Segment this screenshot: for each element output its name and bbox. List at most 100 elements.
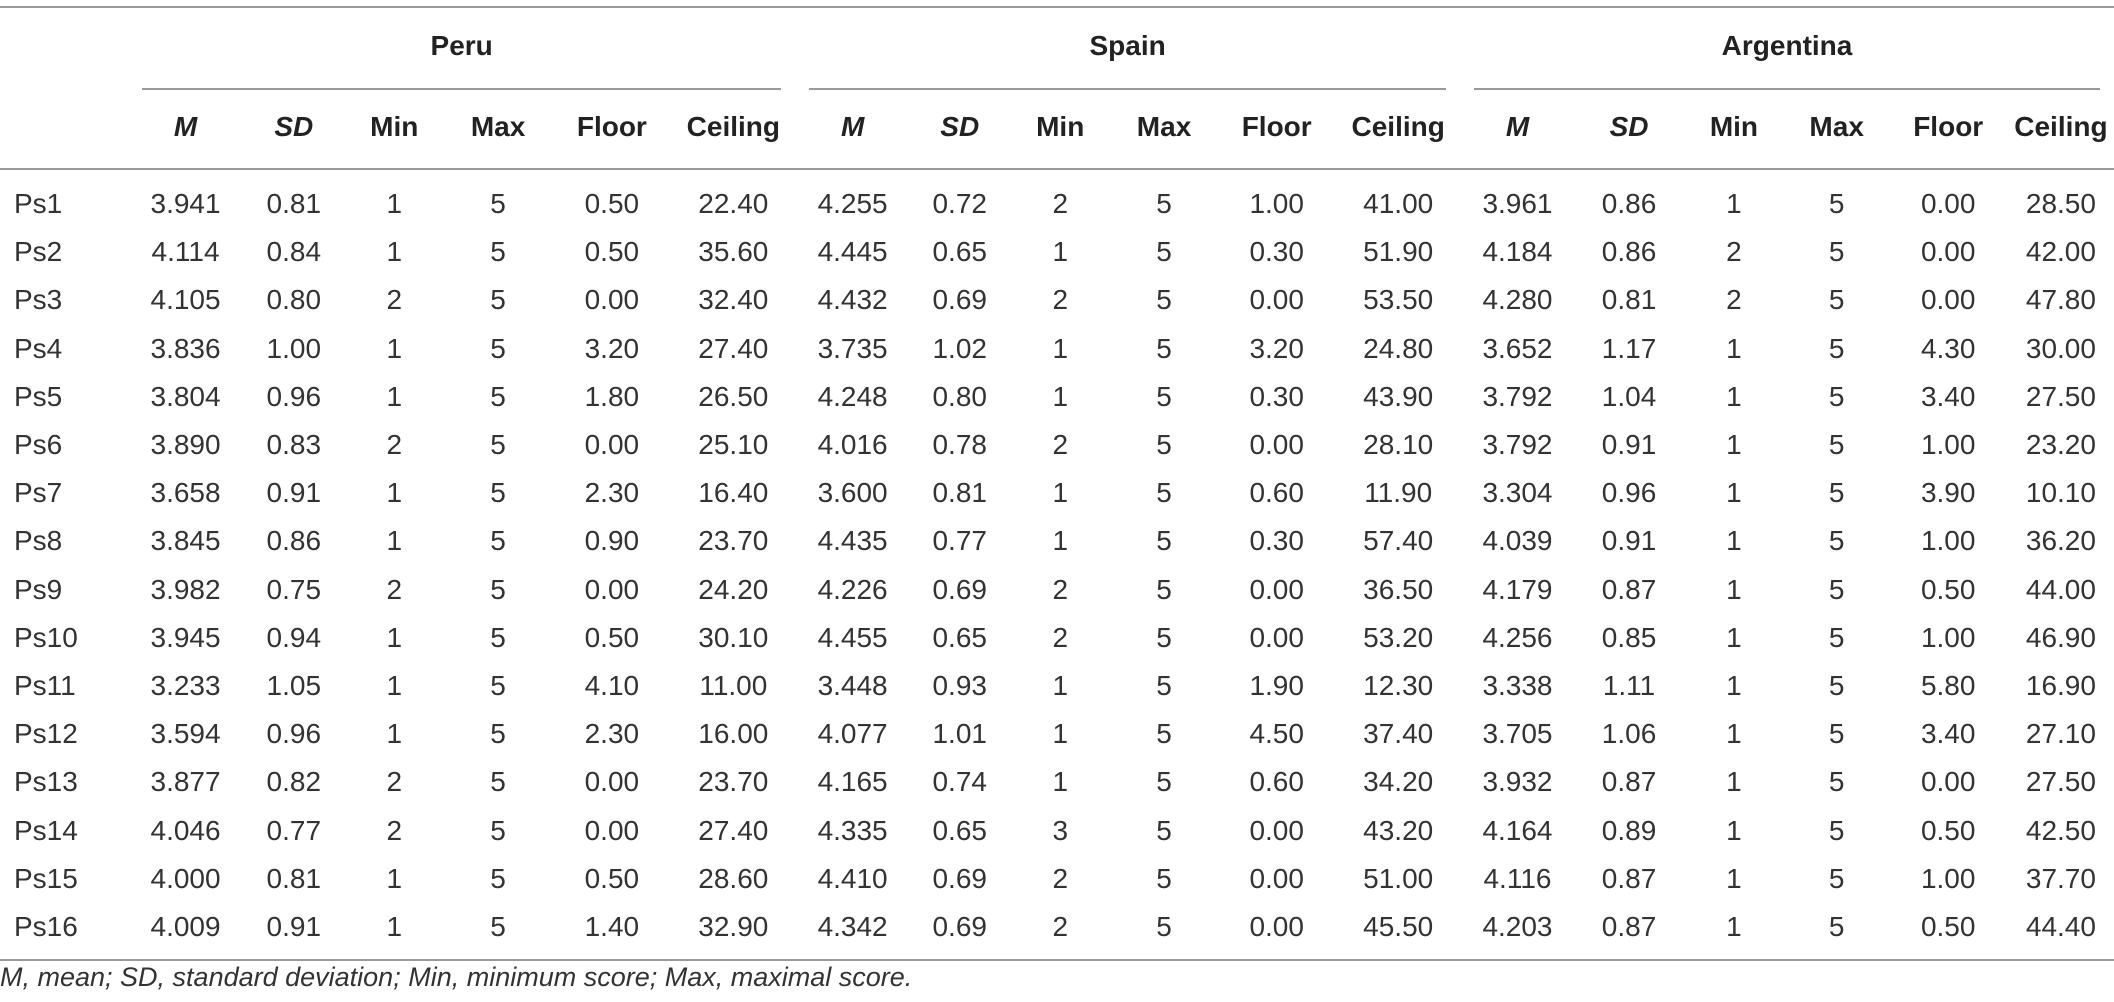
- table-cell: 4.50: [1249, 718, 1304, 750]
- table-cell: 1.00: [1920, 525, 1976, 557]
- table-cell: 0.50: [1920, 573, 1976, 605]
- table-cell: 27.10: [2025, 718, 2096, 750]
- table-cell: 0.00: [584, 814, 640, 846]
- group-header-argentina: Argentina: [1460, 6, 2114, 90]
- table-cell: 1: [1726, 766, 1742, 798]
- table-cell: 0.93: [932, 669, 987, 701]
- table-cell: 1: [1052, 477, 1069, 509]
- table-cell: 27.50: [2025, 380, 2096, 412]
- table-cell: 0.87: [1601, 862, 1657, 894]
- table-cell: 1: [386, 332, 403, 364]
- table-cell: 5: [490, 332, 506, 364]
- table-cell: 22.40: [698, 188, 769, 220]
- table-cell: 34.20: [1363, 766, 1434, 798]
- table-cell: 42.50: [2025, 814, 2096, 846]
- table-cell: 37.70: [2025, 862, 2096, 894]
- table-cell: 0.50: [584, 188, 640, 220]
- table-cell: 32.40: [698, 284, 769, 316]
- table-cell: 1.90: [1249, 669, 1304, 701]
- group-label: Spain: [1089, 30, 1166, 61]
- table-cell: 3.941: [150, 188, 221, 220]
- table-cell: 4.046: [150, 814, 221, 846]
- table-cell: 27.50: [2025, 766, 2096, 798]
- table-cell: 53.50: [1363, 284, 1434, 316]
- table-cell: 5: [1828, 621, 1845, 653]
- row-label: Ps7: [14, 477, 63, 509]
- table-cell: 46.90: [2025, 621, 2096, 653]
- table-cell: 0.87: [1574, 902, 1684, 962]
- table-cell: 0.81: [1601, 284, 1657, 316]
- column-header: Min: [1683, 86, 1785, 170]
- table-cell: 5: [1828, 429, 1845, 461]
- table-cell: 1: [386, 188, 403, 220]
- table-cell: 4.432: [817, 284, 888, 316]
- table-cell: 26.50: [698, 380, 769, 412]
- table-cell: 51.90: [1363, 236, 1434, 268]
- table-cell: 0.50: [1888, 902, 2008, 962]
- table-cell: 0.00: [584, 284, 640, 316]
- table-cell: 5: [1828, 284, 1845, 316]
- table-cell: 5: [490, 718, 506, 750]
- table-cell: 0.91: [1601, 525, 1657, 557]
- table-cell: 0.89: [1601, 814, 1657, 846]
- table-cell: 51.00: [1363, 862, 1434, 894]
- table-row: Ps6 3.890 0.83 2 5 0.00 25.10 4.016 0.78 2 5 0.00 28…: [0, 421, 2114, 469]
- table-cell: 0.82: [266, 766, 322, 798]
- table-cell: 1.01: [932, 718, 987, 750]
- table-cell: 5: [1111, 902, 1218, 962]
- table-cell: 5: [1784, 902, 1889, 962]
- table-cell: 16.40: [698, 477, 769, 509]
- table-cell: 3.932: [1482, 766, 1553, 798]
- table-cell: 1: [386, 380, 403, 412]
- table-cell: 4.016: [817, 429, 888, 461]
- table-cell: 37.40: [1363, 718, 1434, 750]
- table-cell: 0.60: [1249, 477, 1304, 509]
- table-cell: 3.40: [1920, 380, 1976, 412]
- column-header: SD: [1574, 86, 1684, 170]
- table-cell: 1: [386, 477, 403, 509]
- table-cell: 0.86: [1601, 236, 1657, 268]
- table-cell: 0.00: [1249, 621, 1304, 653]
- table-cell: 1: [1726, 332, 1742, 364]
- table-cell: 1: [386, 718, 403, 750]
- table-cell: 1.05: [266, 669, 322, 701]
- table-cell: 0.50: [584, 621, 640, 653]
- table-cell: 4.342: [795, 902, 911, 962]
- table-cell: 5: [1828, 236, 1845, 268]
- table-cell: 1: [1052, 380, 1069, 412]
- table-cell: 0.00: [1920, 766, 1976, 798]
- table-cell: 1: [1726, 862, 1742, 894]
- table-cell: 2: [1052, 188, 1069, 220]
- table-cell: 0.00: [584, 573, 640, 605]
- table-cell: 2: [1726, 284, 1742, 316]
- table-cell: 4.445: [817, 236, 888, 268]
- group-header-row: Peru Spain Argentina: [0, 6, 2114, 90]
- table-cell: 0.69: [932, 573, 987, 605]
- table-cell: 36.20: [2025, 525, 2096, 557]
- table-cell: 4.30: [1920, 332, 1976, 364]
- table-cell: 4.165: [817, 766, 888, 798]
- table-cell: 45.50: [1336, 902, 1461, 962]
- table-cell: 1: [1726, 669, 1742, 701]
- corner-cell: [0, 6, 129, 86]
- table-cell: 5: [490, 380, 506, 412]
- table-cell: 2.30: [584, 477, 640, 509]
- table-row: Ps1 3.941 0.81 1 5 0.50 22.40 4.255 0.72 2 5 1.00 41…: [0, 169, 2114, 228]
- group-header-peru: Peru: [128, 6, 796, 90]
- column-header: Floor: [552, 86, 672, 170]
- table-cell: 43.90: [1363, 380, 1434, 412]
- table-cell: 5: [1156, 766, 1172, 798]
- column-header: M: [795, 86, 911, 170]
- table-cell: 2: [386, 284, 403, 316]
- table-cell: 0.81: [932, 477, 987, 509]
- row-label: Ps14: [14, 814, 78, 846]
- table-cell: 5: [1828, 814, 1845, 846]
- table-cell: 3.836: [150, 332, 221, 364]
- table-cell: 5: [1828, 669, 1845, 701]
- table-cell: 3.735: [817, 332, 888, 364]
- table-cell: 1: [386, 236, 403, 268]
- table-cell: 30.10: [698, 621, 769, 653]
- column-header: Floor: [1217, 86, 1337, 170]
- table-cell: 0.69: [932, 284, 987, 316]
- table-cell: 5: [490, 284, 506, 316]
